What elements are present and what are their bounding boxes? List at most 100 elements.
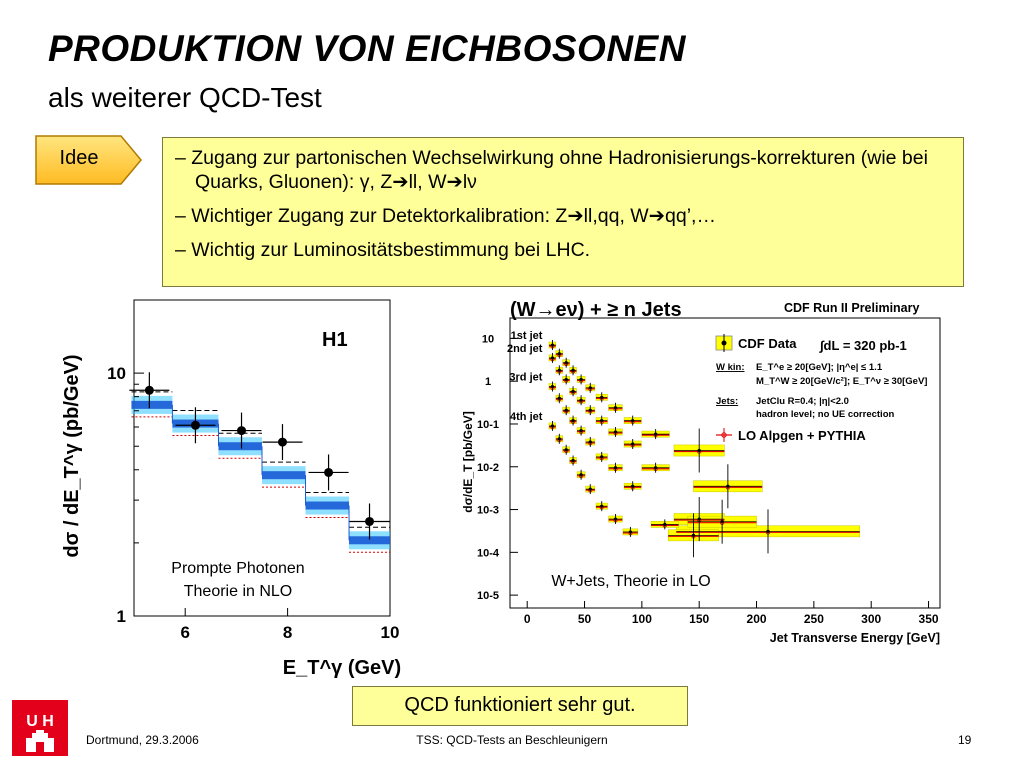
- h1-xtick-label: 8: [283, 623, 292, 642]
- cdf-ytick-label: 10-5: [477, 590, 499, 602]
- cdf-xtick-label: 300: [861, 612, 881, 626]
- legend-data-marker: [721, 340, 727, 346]
- h1-annotation-line1: Prompte Photonen: [171, 560, 304, 577]
- cdf-data-point: [588, 440, 592, 444]
- cdf-xtick-label: 100: [632, 612, 652, 626]
- lumi-label: ∫dL = 320 pb-1: [819, 338, 907, 353]
- cut-text-1: E_T^e ≥ 20[GeV]; |η^e| ≤ 1.1: [756, 362, 883, 373]
- cdf-data-point: [557, 396, 561, 400]
- cdf-data-point: [588, 408, 592, 412]
- cdf-data-point: [654, 466, 658, 470]
- h1-data-point: [277, 437, 287, 447]
- h1-data-point: [190, 420, 200, 430]
- cdf-data-point: [600, 418, 604, 423]
- cdf-data-point: [550, 356, 555, 360]
- slide-title: PRODUKTION VON EICHBOSONEN: [48, 28, 686, 69]
- cdf-xlabel: Jet Transverse Energy [GeV]: [770, 631, 940, 645]
- h1-annotation-line2: Theorie in NLO: [184, 583, 293, 600]
- nlo-band: [131, 400, 173, 409]
- cut-head-3: Jets:: [716, 396, 738, 407]
- cdf-data-point: [631, 484, 635, 488]
- h1-ytick-label: 10: [107, 364, 126, 383]
- h1-data-point: [144, 385, 154, 395]
- cdf-data-point: [588, 386, 592, 390]
- cdf-data-point: [697, 517, 701, 521]
- cdf-data-point: [600, 395, 604, 399]
- cut-head-1: W kin:: [716, 362, 745, 373]
- cdf-data-point: [766, 529, 770, 533]
- cdf-data-point: [588, 487, 592, 491]
- cdf-data-point: [557, 368, 561, 372]
- cdf-data-point: [550, 384, 555, 389]
- arrow-callout-icon: [35, 135, 142, 185]
- slide-subtitle: als weiterer QCD-Test: [48, 82, 322, 113]
- cdf-data-point: [550, 343, 555, 347]
- h1-ylabel: dσ / dE_T^γ (pb/GeV): [61, 354, 83, 557]
- nlo-band: [262, 471, 306, 480]
- cdf-data-point: [613, 466, 618, 470]
- cdf-data-point: [631, 442, 635, 446]
- legend-theory-label: LO Alpgen + PYTHIA: [738, 428, 866, 443]
- bullet-3: – Wichtig zur Luminositätsbestimmung bei…: [175, 239, 591, 261]
- cdf-annotation: W+Jets, Theorie in LO: [551, 573, 710, 590]
- cdf-ytick-label: 10-2: [477, 462, 499, 474]
- cdf-series-label: 1st jet: [511, 330, 543, 342]
- h1-ytick-label: 1: [117, 607, 126, 626]
- cdf-xtick-label: 0: [524, 612, 531, 626]
- cdf-data-point: [726, 484, 730, 488]
- nlo-band: [218, 442, 262, 451]
- cdf-data-point: [557, 437, 561, 441]
- cdf-data-point: [613, 517, 618, 521]
- cut-text-2: M_T^W ≥ 20[GeV/c²]; E_T^ν ≥ 30[GeV]: [756, 376, 927, 387]
- cdf-data-point: [550, 424, 555, 428]
- h1-data-point: [324, 467, 334, 477]
- cdf-ytick-label: 10: [482, 333, 494, 345]
- cdf-data-point: [564, 408, 568, 412]
- h1-frame: [133, 299, 391, 617]
- cdf-data-point: [720, 520, 724, 524]
- footer-center: TSS: QCD-Tests an Beschleunigern: [416, 733, 608, 747]
- cdf-data-point: [564, 361, 568, 365]
- university-logo-icon: U H: [12, 700, 68, 756]
- cdf-ytick-label: 10-4: [477, 547, 500, 559]
- cdf-xtick-label: 150: [689, 612, 709, 626]
- cdf-data-point: [691, 533, 696, 537]
- cdf-xtick-label: 50: [578, 612, 592, 626]
- cut-text-3: JetClu R=0.4; |η|<2.0: [756, 396, 849, 407]
- cdf-data-point: [628, 530, 632, 534]
- cdf-xtick-label: 250: [804, 612, 824, 626]
- footer-left: Dortmund, 29.3.2006: [86, 733, 199, 747]
- cdf-data-point: [613, 406, 618, 410]
- cdf-title: (W→eν) + ≥ n Jets: [510, 299, 682, 321]
- cdf-data-point: [697, 448, 701, 453]
- logo-text: U H: [26, 713, 54, 730]
- h1-chart-svg: 6 8 10 1 10 H1 Prompte Photonen Theorie in N…: [61, 299, 401, 679]
- nlo-band: [349, 536, 390, 545]
- cdf-data-point: [600, 455, 604, 459]
- h1-xlabel: E_T^γ (GeV): [283, 657, 401, 679]
- cdf-series-label: 4th jet: [510, 411, 543, 423]
- cdf-ytick-label: 1: [485, 376, 491, 388]
- bullet-box: – Zugang zur partonischen Wechselwirkung…: [162, 137, 964, 287]
- h1-xtick-label: 10: [381, 623, 400, 642]
- cdf-data-point: [579, 377, 583, 382]
- cdf-data-point: [579, 473, 583, 477]
- cdf-chart-svg: (W→eν) + ≥ n Jets CDF Run II Preliminary…: [461, 299, 941, 645]
- cdf-ytick-label: 10-3: [477, 505, 499, 517]
- cdf-data-point: [571, 389, 575, 393]
- cdf-data-point: [571, 458, 575, 463]
- cdf-xtick-label: 350: [919, 612, 939, 626]
- cdf-data-point: [564, 448, 568, 452]
- idee-label: Idee: [59, 147, 99, 169]
- cdf-ytick-label: 10-1: [477, 419, 499, 431]
- bullet-2: – Wichtiger Zugang zur Detektorkalibrati…: [175, 205, 716, 227]
- cdf-annotation-bg: [528, 566, 734, 592]
- cdf-chart: (W→eν) + ≥ n Jets CDF Run II Preliminary…: [458, 292, 958, 652]
- cut-text-4: hadron level; no UE correction: [756, 409, 894, 420]
- cdf-data-point: [571, 418, 575, 423]
- cdf-data-point: [600, 504, 604, 508]
- h1-panel-label: H1: [322, 329, 348, 351]
- h1-data-point: [365, 516, 375, 526]
- cdf-data-point: [631, 418, 635, 423]
- legend-data-label: CDF Data: [738, 336, 797, 351]
